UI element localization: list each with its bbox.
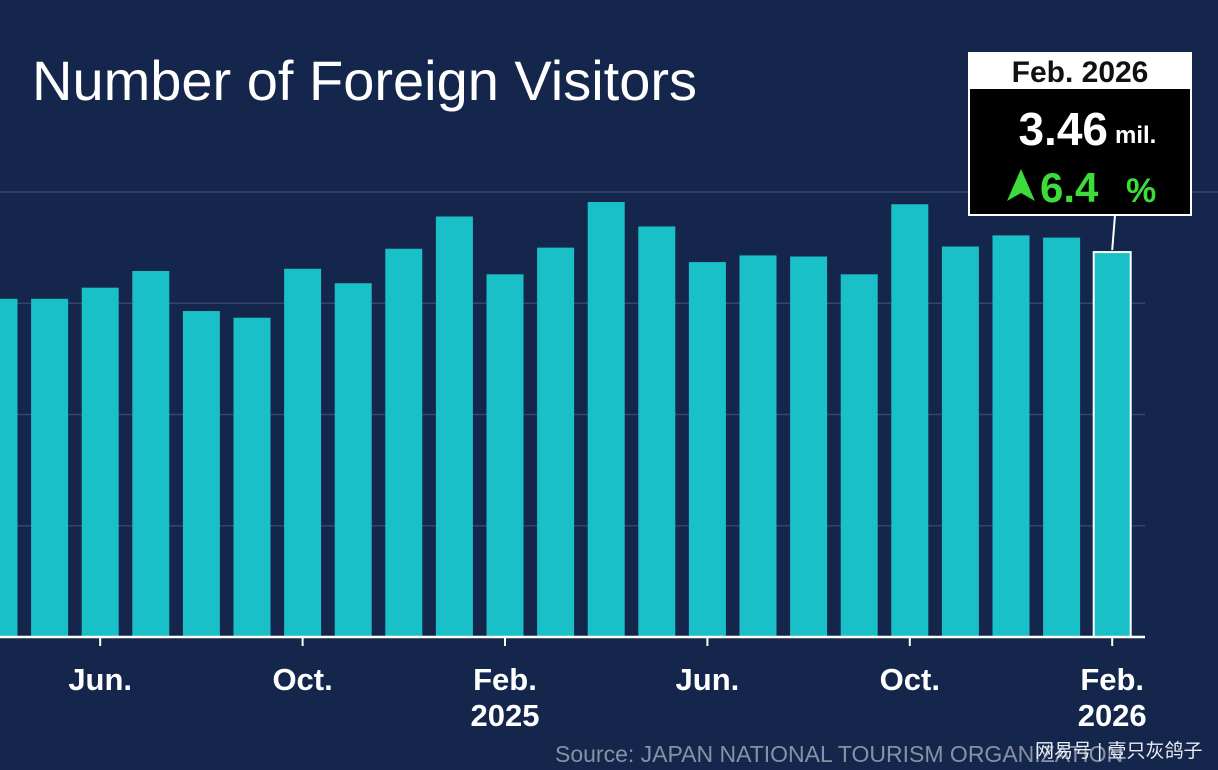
chart-title: Number of Foreign Visitors <box>32 49 697 112</box>
bar <box>182 311 220 637</box>
callout-change: 6.4 <box>1040 164 1099 211</box>
source: Source: JAPAN NATIONAL TOURISM ORGANIZAT… <box>555 741 1123 767</box>
bar <box>1043 237 1081 638</box>
bar <box>0 298 18 637</box>
x-tick-label: Jun. <box>675 662 740 697</box>
bar <box>537 247 575 637</box>
callout-value: 3.46 <box>1018 103 1108 155</box>
callout-body <box>968 87 1192 216</box>
bar <box>1092 251 1132 638</box>
bar <box>587 202 625 637</box>
change-arrow <box>1007 169 1035 201</box>
callout-pointer <box>1111 214 1116 251</box>
callout-header <box>968 52 1192 88</box>
callout-change-unit: % <box>1126 172 1156 210</box>
bar <box>486 274 524 637</box>
x-tick-label: Oct. <box>272 662 333 697</box>
x-tick-label: Jun. <box>68 662 133 697</box>
bar <box>992 235 1030 637</box>
bar <box>233 317 271 637</box>
bar <box>891 204 929 638</box>
bar <box>284 268 322 637</box>
bar <box>840 274 878 637</box>
callout-unit: mil. <box>1115 122 1156 149</box>
watermark: 网易号 | 壹只灰鸽子 <box>1035 740 1203 762</box>
x-tick-label: Oct. <box>879 662 940 697</box>
bar <box>941 246 979 637</box>
bar <box>385 248 423 638</box>
x-tick-label: Feb. 2026 <box>1077 662 1147 733</box>
bar <box>638 226 676 638</box>
bar <box>739 255 777 637</box>
bar <box>435 216 473 637</box>
bar <box>790 256 828 637</box>
x-tick-label: Feb. 2025 <box>470 662 540 733</box>
bar <box>334 283 372 637</box>
callout-date: Feb. 2026 <box>1012 56 1149 89</box>
bar <box>81 287 119 637</box>
bar <box>132 270 170 637</box>
bar <box>688 262 726 637</box>
bar <box>31 298 69 637</box>
